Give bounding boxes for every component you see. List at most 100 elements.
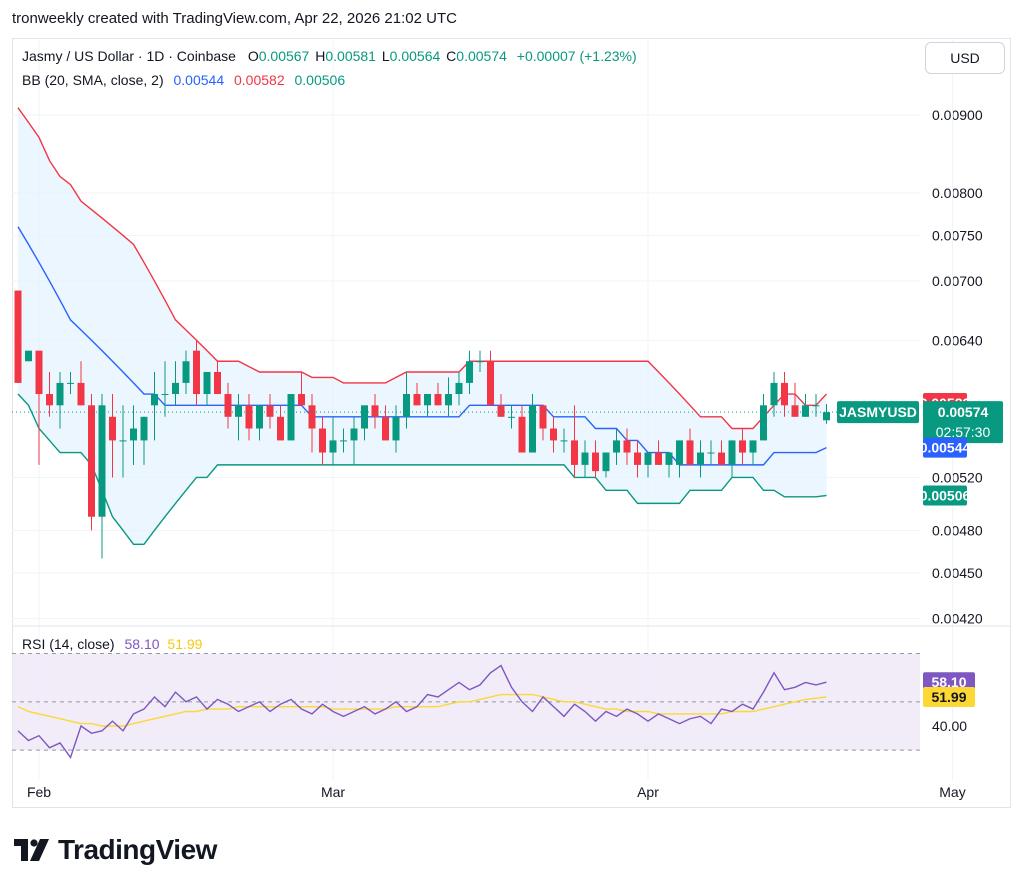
- change-value: +0.00007 (+1.23%): [516, 48, 637, 64]
- candle-body: [308, 405, 316, 429]
- candle-body: [224, 394, 232, 417]
- time-tick-label: Mar: [321, 784, 345, 800]
- price-tick-label: 0.00520: [932, 469, 983, 485]
- candle-body: [46, 394, 53, 406]
- candle-body: [676, 440, 683, 465]
- rsi-label: RSI (14, close): [22, 636, 115, 652]
- brand-name: TradingView: [58, 834, 217, 865]
- high-label: H: [315, 48, 326, 64]
- candle-body: [466, 361, 473, 383]
- price-tick-label: 0.00420: [932, 611, 983, 627]
- candle-body: [14, 290, 22, 383]
- candle-body: [571, 440, 578, 465]
- time-tick-label: Feb: [27, 784, 51, 800]
- candle-body: [67, 382, 74, 384]
- time-tick-label: May: [939, 784, 965, 800]
- candle-body: [161, 394, 169, 396]
- bb-lower-value: 0.00506: [294, 72, 346, 88]
- chart-frame: [12, 38, 1011, 808]
- candle-body: [749, 440, 757, 453]
- candle-body: [760, 405, 767, 441]
- open-label: O: [247, 48, 259, 64]
- candle-body: [487, 361, 494, 406]
- rsi-legend: RSI (14, close) 58.10 51.99: [22, 636, 204, 652]
- candle-body: [203, 371, 211, 395]
- candle-body: [455, 382, 463, 395]
- candle-body: [529, 405, 536, 453]
- bb-basis-tag: 0.00544: [920, 440, 971, 456]
- candle-body: [193, 350, 200, 395]
- price-tick-label: 0.00800: [932, 185, 983, 201]
- candle-body: [623, 440, 631, 453]
- candle-body: [508, 416, 515, 418]
- candle-body: [371, 405, 379, 417]
- candle-body: [434, 394, 442, 406]
- price-tick-label: 0.00480: [932, 522, 983, 538]
- price-tick-label: 0.00750: [932, 227, 983, 243]
- close-label: C: [446, 48, 457, 64]
- low-label: L: [381, 48, 390, 64]
- candle-body: [350, 428, 358, 441]
- rsi-ma-value: 51.99: [167, 636, 203, 652]
- candle-body: [151, 394, 158, 406]
- ticker-tag: JASMYUSD: [839, 404, 917, 420]
- candle-body: [644, 452, 652, 465]
- candle-body: [665, 452, 673, 465]
- candle-body: [413, 394, 421, 406]
- candle-body: [518, 416, 526, 453]
- bb-lower-line: [17, 393, 827, 545]
- candle-body: [266, 405, 274, 417]
- price-tick-label: 0.00450: [932, 565, 983, 581]
- bb-lower-tag: 0.00506: [920, 488, 971, 504]
- candle-body: [77, 382, 85, 406]
- low-value: 0.00564: [389, 48, 441, 64]
- candle-body: [476, 361, 484, 363]
- candle-body: [130, 428, 137, 441]
- candle-body: [602, 452, 610, 472]
- candle-body: [707, 452, 715, 454]
- candle-body: [182, 361, 190, 383]
- candle-body: [718, 452, 725, 465]
- candle-body: [119, 440, 127, 442]
- currency-button[interactable]: USD: [925, 42, 1005, 74]
- candle-body: [214, 371, 221, 395]
- candle-body: [329, 440, 337, 453]
- candle-body: [728, 440, 736, 465]
- candle-body: [403, 394, 410, 417]
- candle-body: [172, 382, 179, 395]
- candle-body: [361, 405, 368, 429]
- close-value: 0.00574: [456, 48, 507, 64]
- candle-body: [781, 382, 788, 406]
- candle-body: [56, 382, 64, 406]
- candle-body: [560, 440, 568, 442]
- candle-body: [424, 394, 431, 406]
- candle-body: [340, 440, 347, 442]
- open-value: 0.00567: [258, 48, 310, 64]
- candle-body: [613, 440, 620, 453]
- candle-body: [319, 428, 326, 453]
- candle-body: [791, 405, 799, 417]
- tradingview-logo[interactable]: TradingView: [14, 834, 217, 866]
- candle-body: [739, 440, 746, 453]
- last-price-tag: 0.00574: [938, 404, 989, 420]
- bb-band-fill: [18, 107, 827, 545]
- high-value: 0.00581: [325, 48, 376, 64]
- bb-upper-value: 0.00582: [234, 72, 285, 88]
- candle-body: [392, 416, 400, 441]
- candle-body: [25, 350, 32, 362]
- rsi-tick-label: 40.00: [932, 718, 967, 734]
- bb-label: BB (20, SMA, close, 2): [22, 72, 164, 88]
- bb-lower-tag-bg: [923, 485, 967, 506]
- symbol-line: Jasmy / US Dollar · 1D · Coinbase: [22, 48, 236, 64]
- bb-basis-tag-bg: [923, 437, 967, 458]
- bb-upper-line: [17, 107, 828, 430]
- candle-body: [823, 412, 830, 421]
- candle-body: [98, 405, 106, 517]
- candle-body: [697, 452, 704, 465]
- candle-body: [497, 405, 505, 417]
- price-tick-label: 0.00900: [932, 107, 983, 123]
- rsi-value: 58.10: [124, 636, 160, 652]
- candle-body: [812, 405, 820, 407]
- candle-body: [686, 440, 694, 465]
